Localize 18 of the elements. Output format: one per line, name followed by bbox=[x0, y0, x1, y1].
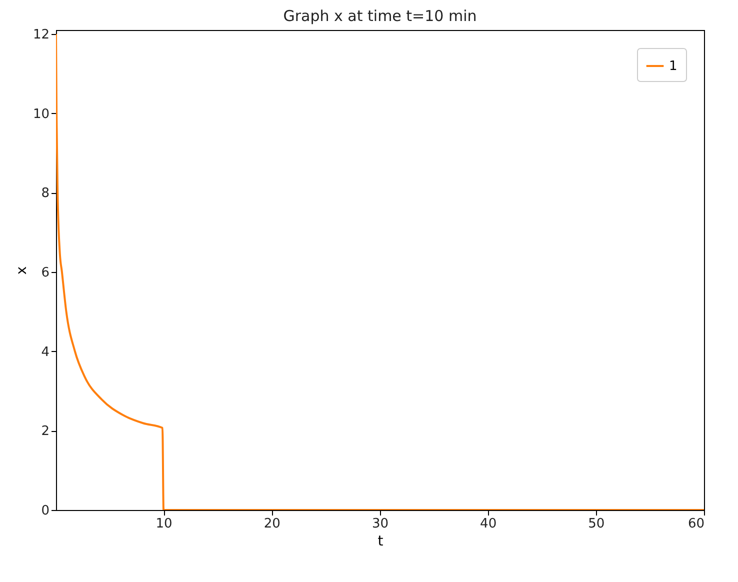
y-tick-label: 8 bbox=[41, 186, 50, 202]
x-axis-title: t bbox=[378, 534, 384, 550]
y-tick-label: 6 bbox=[41, 265, 50, 280]
y-tick-label: 12 bbox=[32, 27, 50, 42]
x-tick-label: 20 bbox=[264, 516, 280, 532]
x-tick-label: 10 bbox=[156, 516, 172, 532]
y-tick-label: 4 bbox=[41, 344, 50, 360]
x-tick-label: 50 bbox=[588, 516, 605, 532]
y-axis-title: x bbox=[14, 266, 30, 275]
y-tick-label: 0 bbox=[41, 504, 50, 518]
x-tick-label: 30 bbox=[372, 516, 389, 532]
legend-label: 1 bbox=[669, 59, 678, 74]
x-tick-label: 40 bbox=[480, 516, 497, 532]
y-tick-label: 2 bbox=[41, 424, 50, 440]
x-tick-label: 60 bbox=[688, 516, 704, 532]
y-tick-label: 10 bbox=[32, 106, 50, 122]
chart-title: Graph x at time t=10 min bbox=[283, 6, 477, 25]
line-series bbox=[56, 32, 704, 510]
